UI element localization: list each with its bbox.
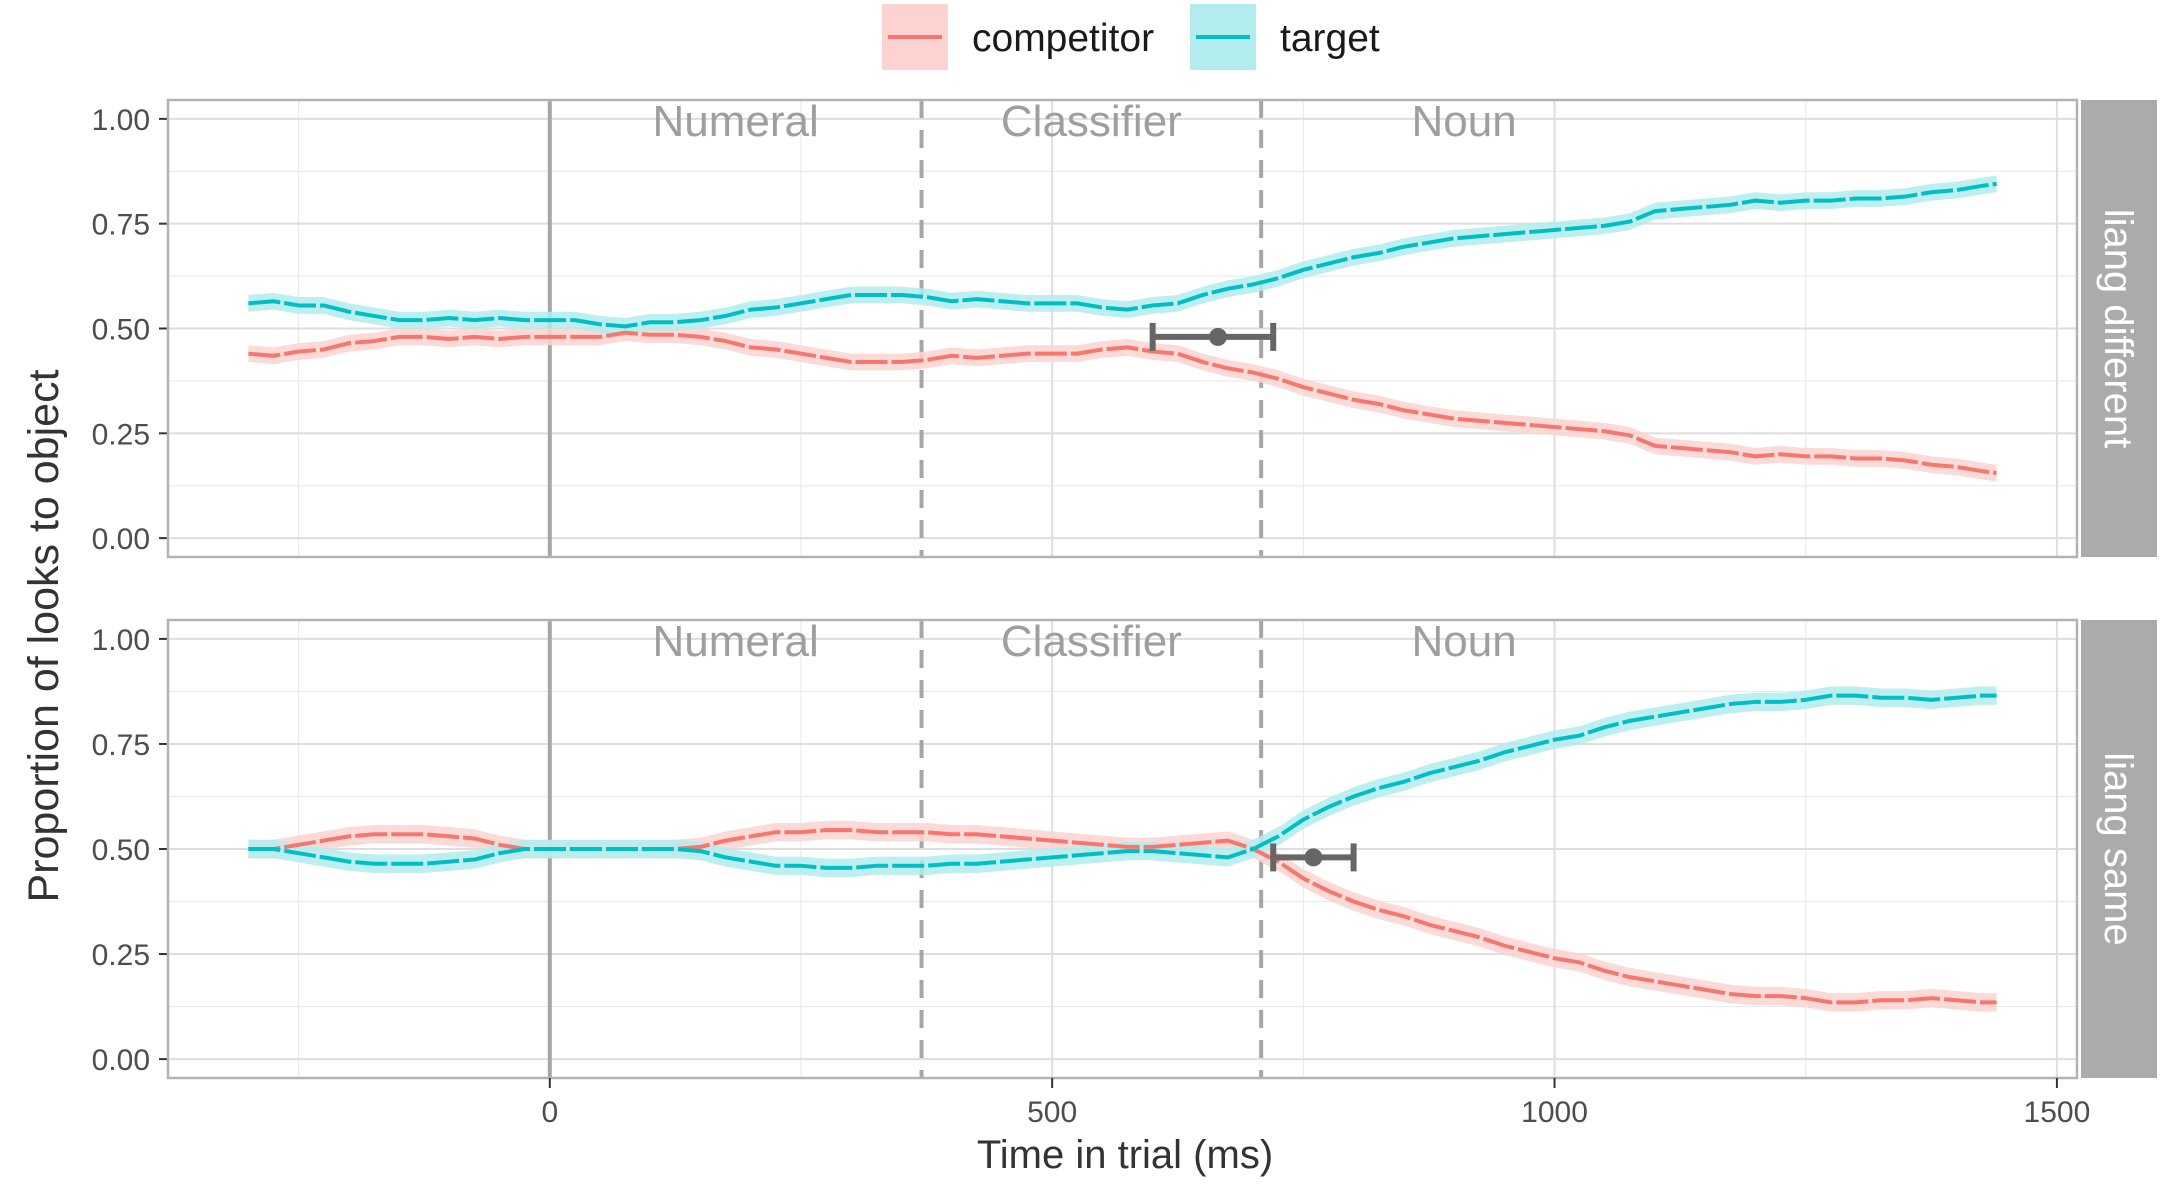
x-tick-label: 1000 — [1521, 1096, 1588, 1129]
y-tick-label: 0.25 — [92, 418, 150, 451]
panel-2: 0.00 0.25 0.50 0.75 1.00 Numeral Classifier Nou… — [92, 617, 2157, 1080]
y-tick-label: 0.00 — [92, 1044, 150, 1077]
y-axis-panel-1: 0.00 0.25 0.50 0.75 1.00 — [92, 104, 168, 556]
facet-strip — [2081, 620, 2157, 1078]
x-tick-label: 1500 — [2024, 1096, 2091, 1129]
estimate-point — [1208, 327, 1227, 346]
x-axis-title: Time in trial (ms) — [977, 1133, 1273, 1177]
region-label-noun: Noun — [1412, 97, 1517, 146]
ribbon-target — [248, 686, 1997, 878]
y-tick-label: 1.00 — [92, 104, 150, 137]
x-tick-label: 500 — [1027, 1096, 1077, 1129]
facet-strip — [2081, 100, 2157, 557]
divergence-estimate — [1149, 322, 1277, 351]
y-axis-title: Proportion of looks to object — [20, 369, 68, 902]
region-label-numeral: Numeral — [653, 617, 819, 666]
region-label-classifier: Classifier — [1001, 97, 1182, 146]
legend: competitor target — [882, 4, 1380, 70]
y-tick-label: 0.00 — [92, 523, 150, 556]
y-tick-label: 0.50 — [92, 834, 150, 867]
ribbon-competitor — [248, 820, 1997, 1012]
ribbon-target — [248, 175, 1997, 335]
region-label-noun: Noun — [1412, 617, 1517, 666]
region-label-classifier: Classifier — [1001, 617, 1182, 666]
y-axis-panel-2: 0.00 0.25 0.50 0.75 1.00 — [92, 624, 168, 1077]
panel-border — [166, 618, 2079, 1080]
x-axis: 0 500 1000 1500 — [541, 1078, 2090, 1129]
grid-lines — [168, 100, 2077, 557]
y-tick-label: 0.50 — [92, 314, 150, 347]
legend-item-target: target — [1190, 4, 1380, 70]
ribbon-competitor — [248, 324, 1997, 482]
panel-border — [166, 98, 2079, 559]
series-line-target — [248, 181, 1997, 329]
panels: 0.00 0.25 0.50 0.75 1.00 Numeral Classifier Nou… — [92, 97, 2157, 1080]
legend-label-target: target — [1280, 17, 1380, 60]
facet-strip-label: liang same — [2096, 752, 2140, 945]
panel-1: 0.00 0.25 0.50 0.75 1.00 Numeral Classifier Nou… — [92, 97, 2157, 559]
series-line-competitor — [248, 330, 1997, 476]
legend-item-competitor: competitor — [882, 4, 1154, 70]
x-tick-label: 0 — [541, 1096, 558, 1129]
y-tick-label: 0.25 — [92, 939, 150, 972]
series-line-target — [248, 693, 1997, 870]
y-tick-label: 0.75 — [92, 729, 150, 762]
legend-label-competitor: competitor — [972, 17, 1154, 60]
estimate-point — [1304, 848, 1323, 867]
divergence-estimate — [1270, 843, 1357, 872]
y-tick-label: 1.00 — [92, 624, 150, 657]
region-label-numeral: Numeral — [653, 97, 819, 146]
facet-strip-label: liang different — [2096, 209, 2140, 448]
y-tick-label: 0.75 — [92, 209, 150, 242]
